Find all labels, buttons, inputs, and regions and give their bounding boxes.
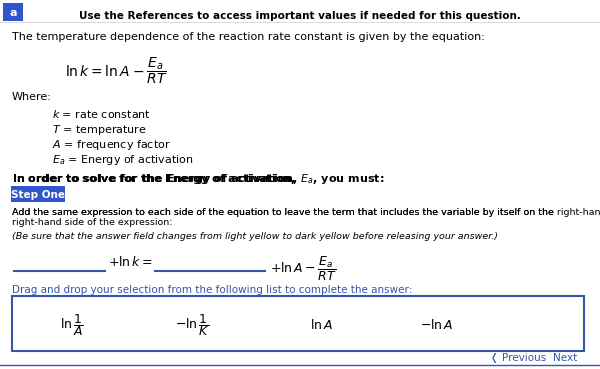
Text: $+ \ln A - \dfrac{E_a}{RT}$: $+ \ln A - \dfrac{E_a}{RT}$ <box>270 255 337 283</box>
Text: In order to solve for the Energy of activation, $E_a$, you must:: In order to solve for the Energy of acti… <box>12 172 385 186</box>
Text: Next: Next <box>553 353 577 363</box>
Text: $k$ = rate constant: $k$ = rate constant <box>52 108 151 120</box>
Text: $-\ln\dfrac{1}{K}$: $-\ln\dfrac{1}{K}$ <box>175 312 210 338</box>
Text: The temperature dependence of the reaction rate constant is given by the equatio: The temperature dependence of the reacti… <box>12 32 485 42</box>
Text: $E_a$ = Energy of activation: $E_a$ = Energy of activation <box>52 153 194 167</box>
Text: Use the References to access important values if needed for this question.: Use the References to access important v… <box>79 11 521 21</box>
Text: ❬ Previous: ❬ Previous <box>490 353 546 363</box>
FancyBboxPatch shape <box>12 296 584 351</box>
Text: $A$ = frequency factor: $A$ = frequency factor <box>52 138 171 152</box>
Text: Where:: Where: <box>12 92 52 102</box>
Text: $\ln\dfrac{1}{A}$: $\ln\dfrac{1}{A}$ <box>60 312 84 338</box>
Text: Add the same expression to each side of the equation to leave the term that incl: Add the same expression to each side of … <box>12 208 600 217</box>
Text: (Be sure that the answer field changes from light yellow to dark yellow before r: (Be sure that the answer field changes f… <box>12 232 498 241</box>
Text: $\ln A$: $\ln A$ <box>310 318 333 332</box>
Text: $\ln k = \ln A - \dfrac{E_a}{RT}$: $\ln k = \ln A - \dfrac{E_a}{RT}$ <box>65 55 167 86</box>
Text: Add the same expression to each side of the equation to leave the term that incl: Add the same expression to each side of … <box>12 208 554 227</box>
Text: Drag and drop your selection from the following list to complete the answer:: Drag and drop your selection from the fo… <box>12 285 412 295</box>
Text: $-\ln A$: $-\ln A$ <box>420 318 454 332</box>
FancyBboxPatch shape <box>11 186 65 202</box>
Text: $+ \ln k =$: $+ \ln k =$ <box>108 255 153 269</box>
Text: $T$ = temperature: $T$ = temperature <box>52 123 147 137</box>
FancyBboxPatch shape <box>3 3 23 21</box>
Text: $\bf{In\ order\ to\ solve\ for\ the\ Energy\ of\ activation,}$: $\bf{In\ order\ to\ solve\ for\ the\ Ene… <box>12 172 299 186</box>
Text: a: a <box>9 8 17 18</box>
Text: Step One: Step One <box>11 190 65 200</box>
